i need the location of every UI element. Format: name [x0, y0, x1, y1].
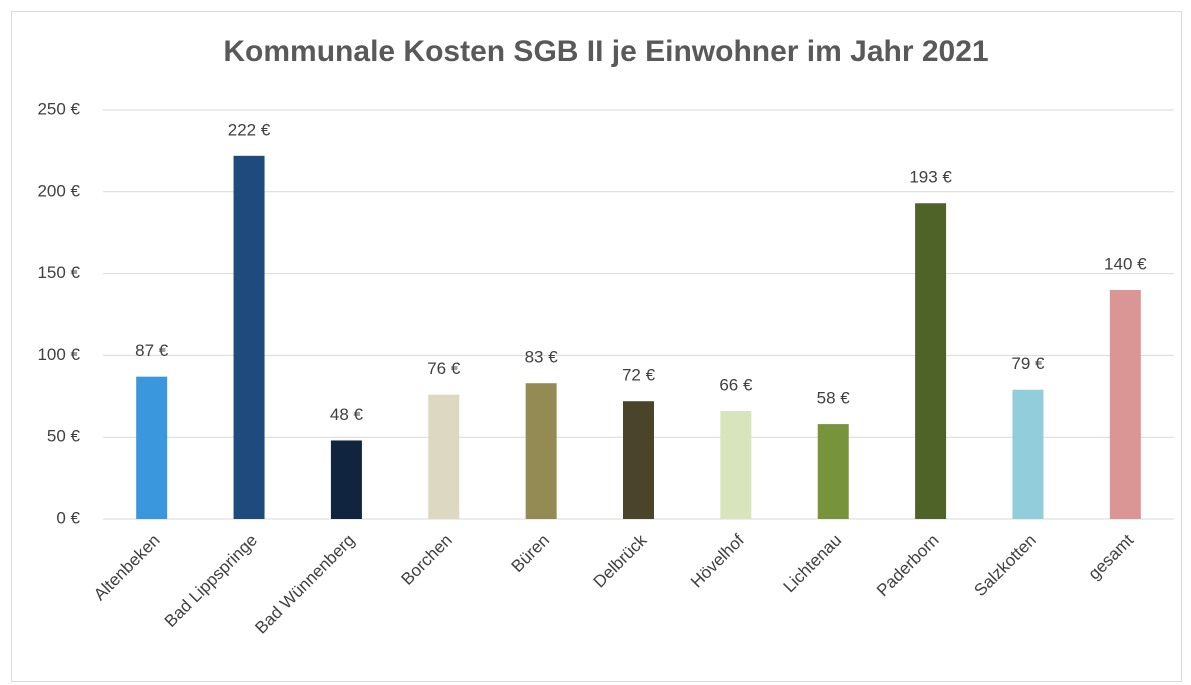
bar	[817, 424, 849, 519]
chart-border	[11, 11, 1182, 682]
value-label: 140 €	[1104, 254, 1147, 273]
bar	[1012, 389, 1044, 519]
bar	[525, 383, 557, 519]
chart-title: Kommunale Kosten SGB II je Einwohner im …	[223, 35, 988, 68]
value-label: 193 €	[909, 168, 952, 187]
value-label: 48 €	[330, 405, 364, 424]
y-tick-label: 100 €	[37, 345, 80, 364]
bar	[428, 394, 460, 519]
bar	[233, 155, 265, 520]
bar	[1109, 289, 1141, 519]
y-tick-label: 250 €	[37, 99, 80, 118]
value-label: 72 €	[622, 366, 656, 385]
value-label: 87 €	[135, 341, 169, 360]
bar	[136, 376, 168, 519]
bar	[623, 401, 654, 519]
value-label: 58 €	[817, 389, 851, 408]
y-tick-label: 0 €	[56, 508, 80, 527]
y-tick-label: 50 €	[47, 427, 81, 446]
value-label: 83 €	[525, 348, 559, 367]
value-label: 76 €	[427, 359, 461, 378]
value-label: 222 €	[228, 120, 271, 139]
value-label: 66 €	[719, 376, 753, 395]
y-tick-label: 200 €	[37, 181, 80, 200]
y-tick-label: 150 €	[37, 263, 80, 282]
bar	[330, 440, 362, 519]
bar	[720, 411, 752, 519]
value-label: 79 €	[1011, 354, 1045, 373]
bar	[915, 203, 947, 519]
